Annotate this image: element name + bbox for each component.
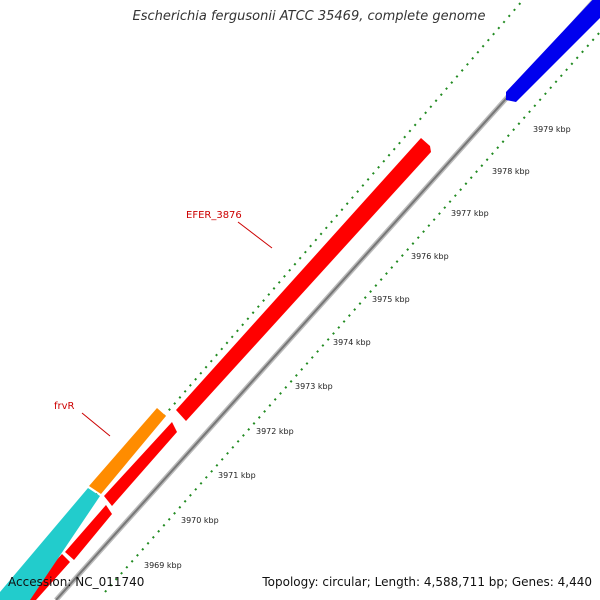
scale-label-3970: 3970 kbp	[181, 516, 219, 525]
scale-label-3973: 3973 kbp	[295, 382, 333, 391]
scale-label-3979: 3979 kbp	[533, 125, 571, 134]
accession-text: Accession: NC_011740	[8, 575, 145, 589]
scale-label-3977: 3977 kbp	[451, 209, 489, 218]
scale-label-3971: 3971 kbp	[218, 471, 256, 480]
scale-label-3976: 3976 kbp	[411, 252, 449, 261]
gene-label-frvr: frvR	[54, 401, 75, 412]
map-title: Escherichia fergusonii ATCC 35469, compl…	[132, 9, 486, 24]
gene-cyan[interactable]	[0, 488, 100, 600]
inner-tick-row	[104, 31, 600, 593]
gene-label-efer: EFER_3876	[186, 210, 242, 221]
scale-label-3978: 3978 kbp	[492, 167, 530, 176]
scale-label-3974: 3974 kbp	[333, 338, 371, 347]
scale-label-3975: 3975 kbp	[372, 295, 410, 304]
gene-efer-3876[interactable]	[176, 138, 431, 421]
gene-blue[interactable]	[506, 0, 600, 102]
scale-label-3969: 3969 kbp	[144, 561, 182, 570]
gene-red-lower-1[interactable]	[104, 422, 177, 506]
scale-label-3972: 3972 kbp	[256, 427, 294, 436]
gene-red-lower-2[interactable]	[65, 505, 112, 560]
genome-summary-text: Topology: circular; Length: 4,588,711 bp…	[262, 575, 592, 589]
gene-frvr[interactable]	[89, 408, 166, 494]
efer-label-leader	[237, 221, 273, 249]
frvr-label-leader	[81, 412, 111, 437]
